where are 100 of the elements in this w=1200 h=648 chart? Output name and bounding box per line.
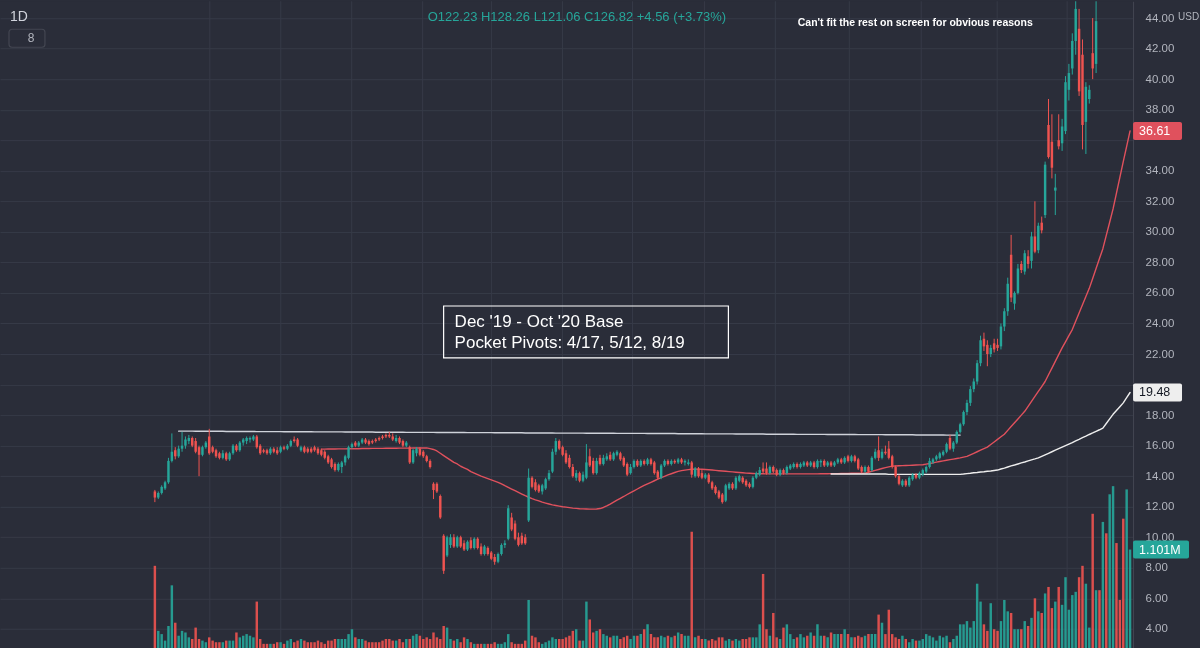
bar	[218, 642, 221, 648]
y-tick-label: 42.00	[1145, 42, 1175, 55]
candlestick	[1054, 173, 1057, 216]
y-tick-label: 40.00	[1145, 72, 1175, 85]
bar	[500, 643, 503, 648]
bar	[816, 624, 819, 648]
bar	[996, 630, 999, 648]
y-tick-label: 44.00	[1145, 11, 1175, 24]
bar	[313, 642, 316, 648]
y-tick-label: 26.00	[1145, 286, 1175, 299]
y-tick-label: 10.00	[1145, 530, 1175, 543]
bar	[1071, 595, 1074, 648]
candlestick	[585, 443, 588, 480]
bar	[792, 638, 795, 648]
candlestick	[877, 435, 880, 462]
bar	[1003, 599, 1006, 648]
text: 8	[27, 31, 35, 46]
bar	[646, 624, 649, 648]
bar	[568, 635, 571, 648]
bar	[184, 632, 187, 648]
text: 1D	[9, 8, 28, 25]
bar	[160, 634, 163, 648]
bar	[595, 630, 598, 648]
bar	[1054, 601, 1057, 648]
bar	[527, 599, 530, 648]
y-tick-label: 14.00	[1145, 469, 1175, 482]
bar	[782, 627, 785, 648]
bar	[534, 637, 537, 648]
bar	[833, 634, 836, 648]
bar	[252, 637, 255, 648]
bar	[1091, 513, 1094, 648]
candlestick	[439, 494, 442, 520]
candlestick	[724, 483, 727, 503]
y-tick-label: 30.00	[1145, 225, 1175, 238]
bar	[748, 637, 751, 648]
bar	[731, 640, 734, 648]
bar	[1047, 586, 1050, 648]
bar	[935, 640, 938, 648]
bar	[877, 614, 880, 648]
bar	[680, 634, 683, 648]
annotation: Pocket Pivots: 4/17, 5/12, 8/19	[454, 332, 685, 352]
bar	[687, 635, 690, 648]
bar	[867, 634, 870, 648]
text: 1.101M	[1139, 542, 1181, 557]
bar	[1098, 590, 1101, 648]
text: USD	[1178, 11, 1200, 23]
candlestick	[408, 445, 411, 465]
bar	[928, 635, 931, 648]
y-tick-label: 24.00	[1145, 316, 1175, 329]
annotation: Can't fit the rest on screen for obvious reasons	[797, 17, 1033, 29]
y-tick-label: 38.00	[1145, 103, 1175, 116]
bar	[585, 601, 588, 648]
bar	[262, 643, 265, 648]
bar	[1020, 629, 1023, 648]
bar	[466, 638, 469, 648]
bar	[177, 635, 180, 648]
y-tick-label: 16.00	[1145, 439, 1175, 452]
bar	[330, 640, 333, 648]
bar	[510, 642, 513, 648]
y-tick-label: 12.00	[1145, 500, 1175, 513]
bar	[517, 643, 520, 648]
bar	[1081, 565, 1084, 648]
bar	[612, 635, 615, 648]
bar	[1064, 577, 1067, 648]
bar	[296, 640, 299, 648]
bar	[945, 635, 948, 648]
bar	[799, 634, 802, 648]
bar	[714, 640, 717, 648]
bar	[391, 640, 394, 648]
y-tick-label: 6.00	[1145, 591, 1168, 604]
bar	[483, 643, 486, 648]
bar	[663, 637, 666, 648]
y-tick-label: 8.00	[1145, 561, 1168, 574]
bar	[425, 637, 428, 648]
bar	[442, 625, 445, 648]
bar	[1057, 586, 1060, 648]
bar	[1013, 629, 1016, 648]
bar	[432, 632, 435, 648]
y-tick-label: 34.00	[1145, 164, 1175, 177]
bar	[850, 637, 853, 648]
bar	[415, 634, 418, 648]
bar	[279, 642, 282, 648]
bar	[843, 629, 846, 648]
bar	[551, 637, 554, 648]
y-tick-label: 28.00	[1145, 255, 1175, 268]
bar	[901, 635, 904, 648]
bar	[629, 638, 632, 648]
bar	[911, 638, 914, 648]
bar	[1125, 489, 1128, 648]
bar	[697, 635, 700, 648]
y-tick-label: 4.00	[1145, 622, 1168, 635]
bar	[1115, 543, 1118, 648]
y-tick-label: 18.00	[1145, 408, 1175, 421]
annotation: O122.23 H128.26 L121.06 C126.82 +4.56 (+3.73%)	[427, 9, 727, 25]
bar	[422, 638, 425, 648]
line-series	[830, 391, 1131, 476]
bar	[388, 638, 391, 648]
y-tick-label: 22.00	[1145, 347, 1175, 360]
bar	[398, 638, 401, 648]
bar	[962, 624, 965, 648]
